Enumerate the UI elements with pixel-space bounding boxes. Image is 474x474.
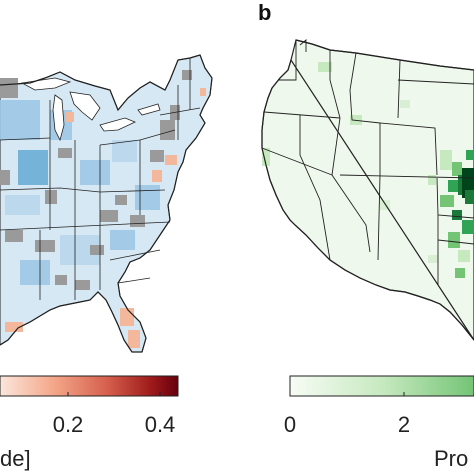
panel-a-colorbar: 0.2 0.4 de] [0, 375, 179, 471]
colorbar-a-tick-label-0: 0.2 [53, 412, 84, 437]
panel-b-coastline [261, 39, 474, 341]
colorbar-a-tick-label-1: 0.4 [145, 412, 176, 437]
great-lakes [20, 77, 161, 142]
panel-a-map [0, 54, 213, 353]
colorbar-b-gradient [289, 375, 474, 397]
colorbar-b-tick-label-1: 2 [398, 412, 410, 437]
panel-b-map [261, 39, 474, 341]
colorbar-a-axis-label: de] [0, 446, 31, 471]
panel-b-state-borders [261, 39, 474, 285]
western-us-landmass [261, 39, 474, 341]
panel-b-colorbar: 0 2 Pro [284, 375, 474, 471]
blue-patches [0, 100, 160, 285]
colorbar-b-tick-label-0: 0 [284, 412, 296, 437]
colorbar-b-axis-label: Pro [434, 446, 468, 471]
state-borders [0, 58, 201, 300]
salmon-patches [5, 88, 206, 348]
coastline [0, 54, 213, 353]
colorbar-a-gradient [0, 375, 179, 397]
panel-b-label: b [258, 0, 271, 25]
